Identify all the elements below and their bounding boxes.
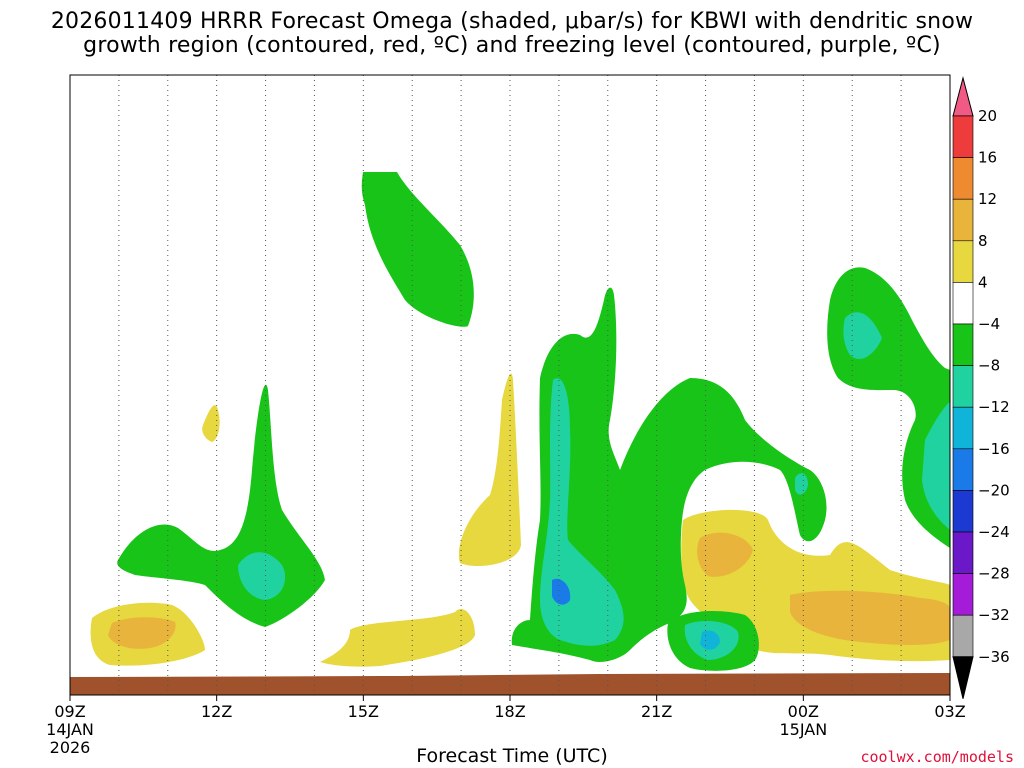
x-axis-title: Forecast Time (UTC) — [416, 745, 608, 767]
colorbar-swatch — [952, 406, 974, 450]
omega-positive-area — [320, 608, 475, 667]
grid — [118, 75, 902, 695]
omega-negative-area — [795, 473, 808, 495]
colorbar-swatch — [952, 531, 974, 574]
x-tick-sublabel: 15JAN — [779, 720, 827, 739]
colorbar-swatch — [952, 490, 974, 533]
colorbar-label: 12 — [978, 190, 997, 208]
omega-positive-area — [202, 405, 220, 442]
colorbar-swatch — [952, 240, 974, 283]
colorbar-swatch — [952, 365, 974, 408]
omega-positive-area — [697, 532, 753, 577]
colorbar-swatch — [952, 323, 974, 366]
credit-link[interactable]: coolwx.com/models — [860, 748, 1014, 766]
colorbar-label: −20 — [978, 481, 1010, 499]
colorbar-label: −36 — [978, 648, 1010, 666]
omega-negative-area — [700, 630, 720, 650]
x-tick-sublabel: 2026 — [50, 738, 91, 757]
chart-title-line-1: 2026011409 HRRR Forecast Omega (shaded, … — [50, 9, 974, 34]
colorbar: 20 16 12 8 4 −4 −8 −12 −16 −20 −24 −28 −32 −36 — [952, 76, 1010, 699]
x-tick-label: 12Z — [201, 702, 232, 721]
colorbar-label: −12 — [978, 398, 1010, 416]
omega-negative-area — [540, 378, 624, 646]
colorbar-swatch — [952, 573, 974, 616]
colorbar-label: −8 — [978, 357, 1000, 375]
colorbar-label: 16 — [978, 149, 997, 167]
x-tick-label: 03Z — [934, 702, 965, 721]
colorbar-swatch — [952, 76, 974, 117]
x-tick-label: 21Z — [641, 702, 672, 721]
omega-negative-area — [238, 552, 286, 600]
ground-surface — [70, 673, 950, 695]
colorbar-swatch — [952, 157, 974, 200]
colorbar-swatch — [952, 448, 974, 491]
chart-title-line-2: growth region (contoured, red, ºC) and f… — [83, 33, 941, 58]
colorbar-swatch — [952, 656, 974, 699]
omega-positive-area — [790, 590, 950, 645]
x-tick-label: 00Z — [788, 702, 819, 721]
colorbar-swatch — [952, 614, 974, 658]
colorbar-label: 20 — [978, 107, 997, 125]
omega-positive-area — [458, 373, 521, 566]
colorbar-swatch — [952, 115, 974, 158]
omega-negative-area — [922, 402, 950, 530]
omega-negative-area — [843, 312, 882, 359]
colorbar-label: 4 — [978, 273, 988, 291]
colorbar-label: 8 — [978, 232, 988, 250]
omega-negative-area — [361, 172, 474, 327]
x-tick-sublabel: 14JAN — [46, 720, 94, 739]
omega-negative-area — [552, 578, 571, 605]
colorbar-label: −32 — [978, 606, 1010, 624]
colorbar-label: −4 — [978, 315, 1000, 333]
colorbar-swatch — [952, 282, 974, 325]
colorbar-label: −16 — [978, 440, 1010, 458]
omega-negative-area — [117, 384, 325, 627]
colorbar-swatch — [952, 198, 974, 242]
colorbar-label: −28 — [978, 565, 1010, 583]
x-tick-label: 09Z — [54, 702, 85, 721]
x-tick-label: 18Z — [494, 702, 525, 721]
x-tick-label: 15Z — [348, 702, 379, 721]
omega-positive-area — [108, 617, 176, 649]
colorbar-label: −24 — [978, 523, 1010, 541]
omega-shading — [70, 172, 950, 695]
